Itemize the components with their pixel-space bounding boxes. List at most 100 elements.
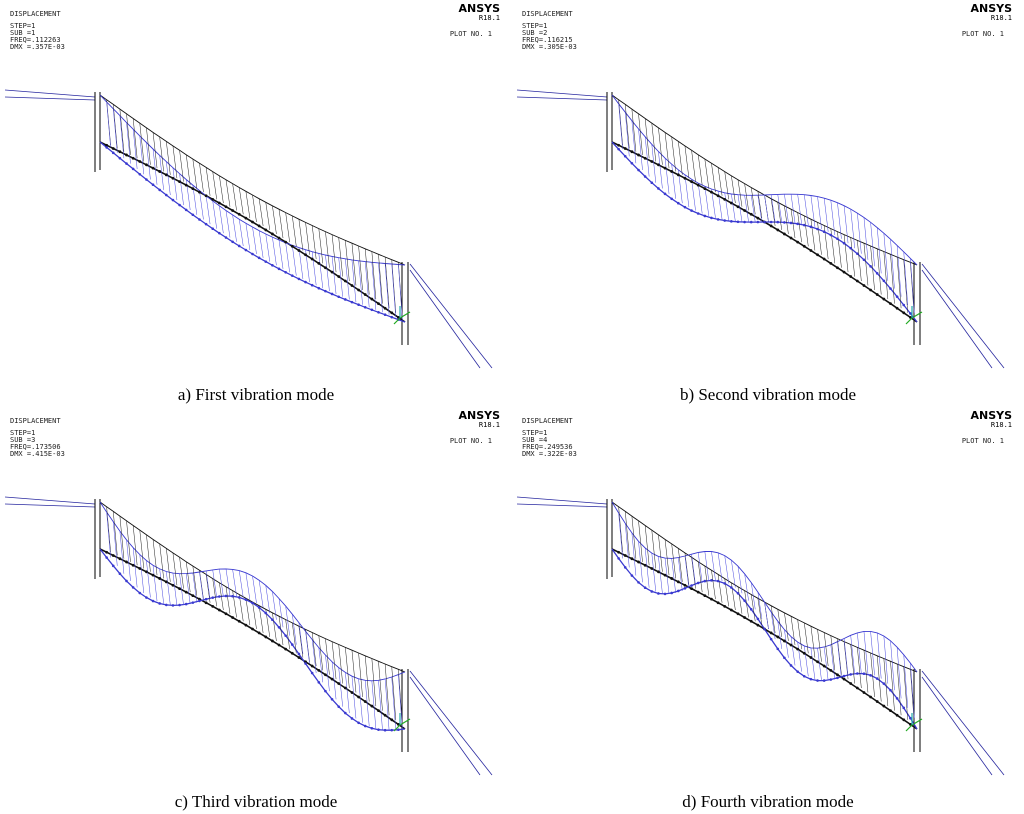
deformed-node: [390, 728, 394, 732]
hanger: [205, 167, 211, 196]
deformed-node: [670, 591, 673, 595]
node: [696, 183, 700, 187]
deformed-node: [257, 606, 261, 609]
deformed-hanger: [298, 622, 304, 655]
deformed-node: [882, 682, 886, 685]
node: [111, 554, 115, 557]
freq: FREQ=.116215: [522, 36, 573, 44]
deformed-node: [290, 274, 294, 277]
deformed-hanger: [770, 194, 776, 223]
dmx: DMX =.357E-03: [10, 43, 65, 51]
deformed-node: [809, 225, 813, 229]
hanger: [318, 635, 324, 671]
axis-z: [905, 317, 913, 325]
deformed-node: [623, 566, 627, 569]
deformed-node: [337, 705, 340, 708]
deformed-node: [151, 599, 155, 603]
hanger: [638, 113, 643, 155]
deformed-hanger: [684, 174, 690, 208]
node: [244, 216, 248, 220]
hanger: [205, 574, 211, 603]
deformed-hanger: [644, 547, 650, 588]
deformed-hanger: [172, 573, 178, 606]
hanger: [863, 243, 869, 286]
deformed-hanger: [265, 233, 271, 262]
node: [902, 311, 906, 315]
deformed-node: [184, 602, 188, 606]
node: [284, 240, 288, 244]
node: [350, 691, 354, 694]
hanger: [823, 225, 829, 260]
node: [889, 709, 892, 713]
deformed-hanger: [804, 645, 809, 677]
hanger: [132, 118, 138, 159]
hanger: [351, 243, 357, 286]
deformed-node: [849, 246, 852, 250]
hanger: [391, 666, 396, 720]
deformed-node: [310, 283, 314, 287]
hanger: [717, 574, 723, 603]
deformed-node: [131, 167, 135, 171]
node: [264, 228, 268, 232]
deformed-node: [350, 717, 354, 720]
hanger: [185, 561, 191, 593]
node: [377, 302, 380, 306]
deformed-node: [909, 716, 912, 720]
deformed-node: [211, 227, 215, 231]
deformed-hanger: [843, 205, 849, 244]
node: [217, 608, 221, 612]
deformed-node: [637, 168, 640, 172]
deformed-node: [895, 697, 899, 700]
node: [178, 587, 181, 591]
node: [231, 616, 235, 619]
node: [690, 587, 693, 591]
hanger: [678, 548, 683, 582]
node: [191, 187, 195, 191]
hanger: [106, 506, 111, 553]
deformed-hanger: [364, 680, 370, 727]
deformed-hanger: [910, 663, 915, 719]
deformed-node: [703, 214, 707, 218]
node: [330, 677, 334, 681]
hanger: [192, 158, 198, 189]
deformed-hanger: [625, 523, 630, 568]
node: [264, 635, 268, 639]
hanger: [644, 118, 650, 159]
deformed-hanger: [737, 566, 743, 594]
version: R18.1: [991, 421, 1012, 429]
deformed-node: [357, 303, 360, 307]
deformed-node: [749, 608, 753, 611]
node: [736, 612, 740, 616]
deformed-node: [623, 154, 627, 158]
deformed-node: [105, 146, 108, 149]
result-label: DISPLACEMENT: [522, 417, 573, 425]
deformed-hanger: [338, 257, 343, 297]
deformed-hanger: [311, 251, 317, 286]
node: [676, 580, 680, 584]
result-label: DISPLACEMENT: [522, 10, 573, 18]
hanger: [910, 262, 915, 318]
hanger: [126, 520, 131, 562]
node: [343, 279, 347, 283]
hanger: [784, 612, 789, 641]
cable: [611, 94, 918, 266]
deformed-hanger: [185, 573, 191, 605]
hanger: [750, 187, 756, 215]
hanger: [272, 612, 277, 641]
deformed-node: [889, 688, 892, 692]
node: [277, 236, 281, 240]
cable: [99, 501, 406, 673]
deck: [99, 141, 406, 323]
deformed-node: [370, 308, 374, 312]
node: [224, 205, 228, 209]
node: [756, 216, 760, 220]
plot-no: PLOT NO. 1: [450, 437, 492, 445]
hanger: [797, 212, 802, 243]
node: [251, 627, 254, 631]
deformed-node: [138, 591, 142, 595]
deformed-hanger: [750, 582, 756, 610]
plot-no: PLOT NO. 1: [450, 30, 492, 38]
hanger: [684, 145, 690, 179]
deformed-node: [330, 697, 334, 701]
